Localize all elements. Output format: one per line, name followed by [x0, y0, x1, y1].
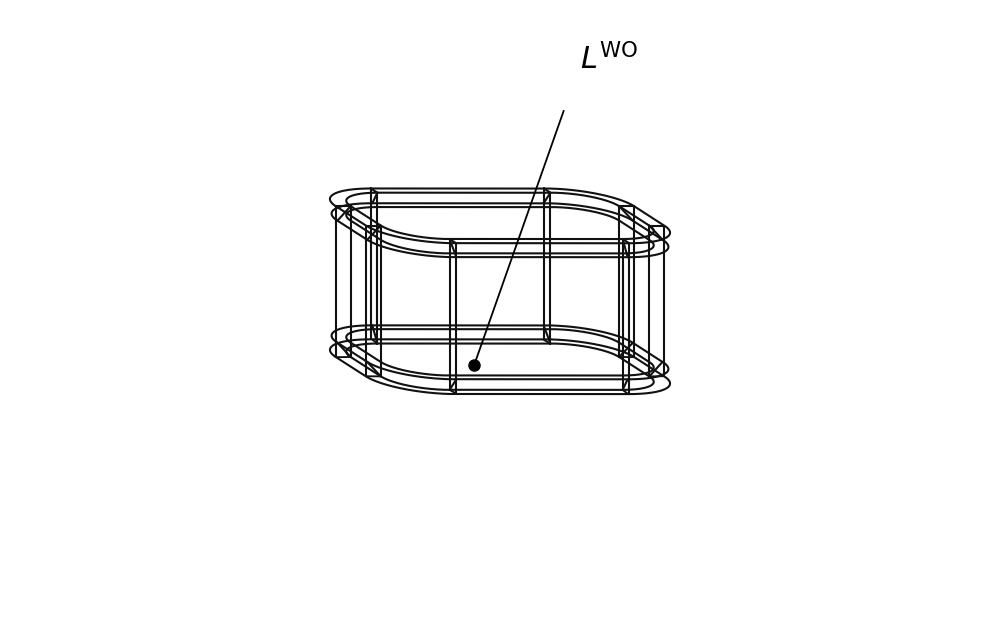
Text: $\it{L}^{\rm{WO}}$: $\it{L}^{\rm{WO}}$ — [580, 44, 637, 76]
